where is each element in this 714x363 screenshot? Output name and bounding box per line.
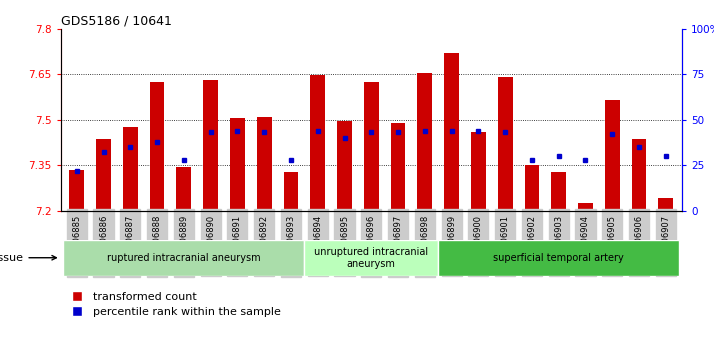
Bar bbox=[578, 203, 593, 211]
Bar bbox=[304, 240, 438, 276]
Bar bbox=[311, 75, 325, 211]
Bar bbox=[150, 82, 164, 211]
Text: unruptured intracranial
aneurysm: unruptured intracranial aneurysm bbox=[314, 247, 428, 269]
Bar bbox=[64, 240, 304, 276]
Bar bbox=[498, 77, 513, 211]
Bar bbox=[471, 132, 486, 211]
Bar bbox=[438, 240, 679, 276]
Bar bbox=[444, 53, 459, 211]
Text: tissue: tissue bbox=[0, 253, 56, 263]
Bar bbox=[632, 139, 646, 211]
Bar bbox=[605, 100, 620, 211]
Bar bbox=[658, 199, 673, 211]
Bar bbox=[551, 172, 566, 211]
Bar bbox=[123, 127, 138, 211]
Bar bbox=[257, 117, 271, 211]
Text: ruptured intracranial aneurysm: ruptured intracranial aneurysm bbox=[107, 253, 261, 263]
Text: superficial temporal artery: superficial temporal artery bbox=[493, 253, 624, 263]
Bar bbox=[418, 73, 432, 211]
Bar bbox=[283, 172, 298, 211]
Legend: transformed count, percentile rank within the sample: transformed count, percentile rank withi… bbox=[66, 292, 281, 317]
Bar bbox=[364, 82, 378, 211]
Text: GDS5186 / 10641: GDS5186 / 10641 bbox=[61, 15, 171, 28]
Bar bbox=[525, 165, 539, 211]
Bar bbox=[337, 121, 352, 211]
Bar bbox=[203, 81, 218, 211]
Bar bbox=[176, 167, 191, 211]
Bar bbox=[230, 118, 245, 211]
Bar bbox=[96, 139, 111, 211]
Bar bbox=[69, 170, 84, 211]
Bar bbox=[391, 123, 406, 211]
